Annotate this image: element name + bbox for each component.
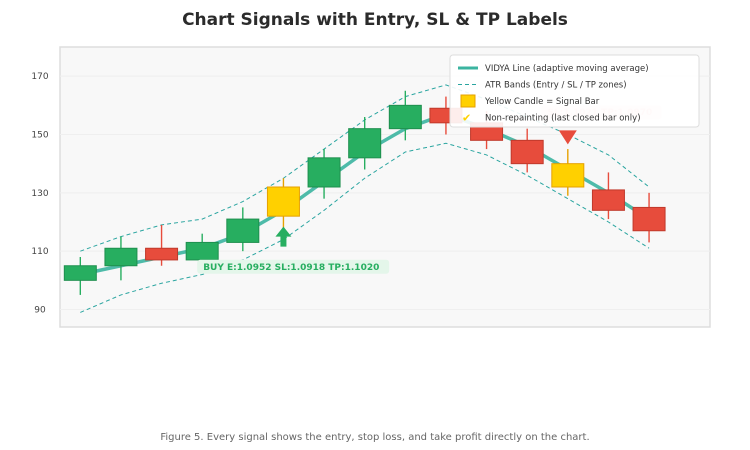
- y-tick-label: 150: [31, 131, 48, 141]
- figure-caption: Figure 5. Every signal shows the entry, …: [160, 432, 590, 443]
- y-tick-label: 110: [31, 247, 48, 257]
- candle-body: [63, 265, 97, 281]
- y-axis: 90 110 130 150 170: [31, 72, 48, 315]
- candle-body: [591, 189, 625, 211]
- candle-body: [388, 104, 422, 130]
- legend-entry-label: Yellow Candle = Signal Bar: [484, 97, 600, 107]
- atr-lower-band: [80, 142, 650, 313]
- signal-candle: [551, 163, 585, 188]
- y-tick-label: 90: [34, 306, 46, 316]
- candle-body: [510, 139, 544, 165]
- sell-arrow: [558, 130, 577, 145]
- legend-box: [449, 54, 700, 128]
- candle-body: [104, 247, 138, 267]
- buy-label-box: [197, 259, 390, 274]
- candle-body: [632, 206, 666, 232]
- candles: [63, 90, 666, 295]
- y-tick-label: 130: [31, 189, 48, 199]
- chart-title: Chart Signals with Entry, SL & TP Labels: [182, 10, 568, 30]
- legend-entry-label: Non-repainting (last closed bar only): [485, 114, 641, 124]
- buy-label: BUY E:1.0952 SL:1.0918 TP:1.1020: [203, 263, 379, 273]
- legend: VIDYA Line (adaptive moving average) ATR …: [449, 54, 700, 128]
- legend-swatch-box: [460, 94, 476, 108]
- buy-arrow: [275, 226, 292, 247]
- candle-body: [185, 241, 219, 261]
- legend-entry-label: ATR Bands (Entry / SL / TP zones): [485, 81, 627, 91]
- candle-body: [145, 247, 179, 261]
- signal-candle: [266, 186, 300, 217]
- candle-body: [226, 218, 260, 243]
- check-icon: ✔: [462, 112, 471, 125]
- legend-entry-label: VIDYA Line (adaptive moving average): [485, 64, 649, 74]
- candle-body: [307, 157, 341, 188]
- candle-body: [348, 128, 382, 159]
- y-tick-label: 170: [31, 72, 48, 82]
